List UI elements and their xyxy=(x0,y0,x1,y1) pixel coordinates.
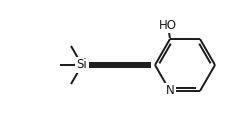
Text: HO: HO xyxy=(159,19,177,31)
Text: Si: Si xyxy=(77,59,87,71)
Text: N: N xyxy=(166,84,174,97)
